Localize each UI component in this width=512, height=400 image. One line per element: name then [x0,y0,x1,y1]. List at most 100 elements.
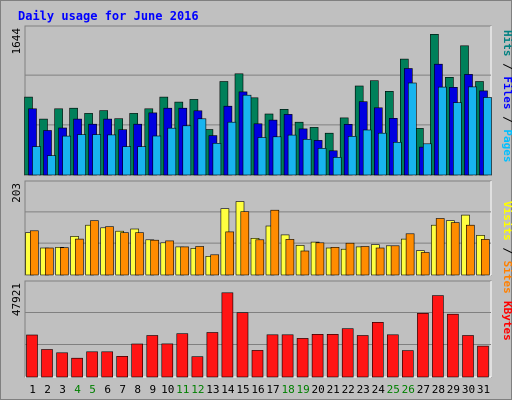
middle-bar-sites-day-2 [44,247,54,276]
middle-bar-sites-day-18 [285,239,295,276]
bottom-bar-kbytes-day-16 [251,350,264,378]
middle-bar-sites-day-23 [360,246,370,276]
middle-panel: 203 Visits / Sites [10,180,512,294]
top-max-label: 1644 [10,28,23,55]
x-tick-label-day-19: 19 [296,383,309,396]
middle-bar-sites-day-5 [90,220,99,276]
middle-bar-sites-day-9 [150,239,159,276]
middle-bar-sites-day-7 [120,232,129,276]
bottom-bar-kbytes-day-30 [462,335,474,378]
bottom-bar-kbytes-day-12 [191,356,204,378]
middle-bar-sites-day-11 [180,246,189,276]
bottom-bar-kbytes-day-23 [356,335,369,378]
middle-bar-sites-day-10 [165,240,174,276]
x-tick-label-day-10: 10 [161,383,174,396]
bottom-bar-kbytes-day-29 [447,313,459,378]
bottom-bar-kbytes-day-31 [477,345,489,378]
top-bar-pages-day-17 [272,136,282,176]
bottom-bar-kbytes-day-10 [161,343,174,378]
x-tick-label-day-4: 4 [74,383,81,396]
middle-bar-sites-day-1 [29,230,39,276]
middle-bar-sites-day-27 [420,252,430,276]
top-bar-pages-day-24 [377,132,387,176]
top-bar-pages-day-29 [453,102,462,176]
bottom-bar-kbytes-day-20 [311,333,324,378]
middle-bar-sites-day-20 [315,242,325,276]
x-tick-label-day-9: 9 [149,383,156,396]
top-bar-pages-day-2 [47,155,56,176]
bottom-bar-kbytes-day-21 [326,333,339,378]
x-tick-label-day-30: 30 [462,383,475,396]
top-bar-pages-day-10 [167,127,177,176]
bottom-panel: 47921 KBytes [10,280,512,378]
top-bar-pages-day-23 [362,129,372,176]
middle-legend-visits: Visits [501,201,512,241]
top-bar-pages-day-3 [62,135,71,176]
bottom-max-label: 47921 [10,283,23,316]
top-bar-pages-day-15 [242,94,252,176]
bottom-bar-kbytes-day-15 [236,312,249,378]
bottom-bar-kbytes-day-2 [41,349,53,378]
middle-bar-sites-day-30 [465,224,475,276]
top-bar-pages-day-5 [92,134,101,176]
x-tick-label-day-29: 29 [447,383,460,396]
top-legend-separator: / [501,57,512,77]
top-bar-pages-day-13 [212,143,222,176]
bottom-bar-kbytes-day-24 [371,321,384,378]
middle-bar-sites-day-22 [345,242,355,276]
bottom-bar-kbytes-day-11 [176,333,189,378]
top-legend: Hits / Files / Pages [501,30,512,163]
x-tick-label-day-2: 2 [44,383,51,396]
top-bar-pages-day-20 [317,148,327,176]
top-bar-pages-day-1 [32,146,41,176]
x-tick-label-day-28: 28 [432,383,445,396]
x-tick-label-day-26: 26 [402,383,415,396]
bottom-bar-kbytes-day-1 [26,334,38,378]
middle-legend-sites: Sites [501,261,512,294]
bottom-series-kbytes [26,292,489,378]
top-bar-pages-day-16 [257,137,267,176]
x-tick-label-day-22: 22 [342,383,355,396]
bottom-bar-kbytes-day-3 [56,352,68,378]
middle-bar-sites-day-16 [255,239,265,276]
middle-bar-sites-day-25 [390,245,400,276]
middle-bar-sites-day-8 [135,232,144,276]
bottom-bar-kbytes-day-25 [386,334,399,378]
bottom-bar-kbytes-day-28 [432,295,444,378]
x-tick-label-day-14: 14 [221,383,235,396]
top-legend-hits: Hits [501,30,512,57]
top-bar-pages-day-7 [122,146,131,176]
bottom-bar-kbytes-day-6 [101,351,113,378]
x-tick-label-day-3: 3 [59,383,66,396]
x-tick-label-day-27: 27 [417,383,430,396]
middle-series-visits [25,201,485,276]
x-tick-label-day-1: 1 [29,383,36,396]
top-bar-pages-day-18 [287,134,297,176]
top-bar-pages-day-9 [152,135,162,176]
x-tick-label-day-8: 8 [134,383,141,396]
middle-bar-sites-day-15 [240,211,250,276]
bottom-bar-kbytes-day-4 [71,357,83,378]
bottom-bar-kbytes-day-17 [266,334,279,378]
bottom-legend-kbytes: KBytes [501,301,512,341]
top-bar-pages-day-19 [302,139,312,176]
x-tick-label-day-13: 13 [206,383,219,396]
top-bar-pages-day-21 [332,157,342,176]
top-legend-separator: / [501,110,512,130]
middle-bar-sites-day-29 [450,222,460,276]
x-tick-label-day-25: 25 [387,383,400,396]
top-legend-files: Files [501,76,512,109]
top-legend-pages: Pages [501,129,512,162]
top-bar-pages-day-28 [438,86,447,176]
x-tick-label-day-18: 18 [281,383,294,396]
top-series-pages [32,82,492,176]
x-tick-label-day-5: 5 [89,383,96,396]
top-bar-pages-day-6 [107,134,116,176]
middle-bar-sites-day-21 [330,247,340,276]
x-tick-label-day-6: 6 [104,383,111,396]
bottom-bar-kbytes-day-18 [281,334,294,378]
x-tick-label-day-16: 16 [251,383,264,396]
bottom-bar-kbytes-day-8 [131,343,143,378]
middle-max-label: 203 [10,183,23,203]
